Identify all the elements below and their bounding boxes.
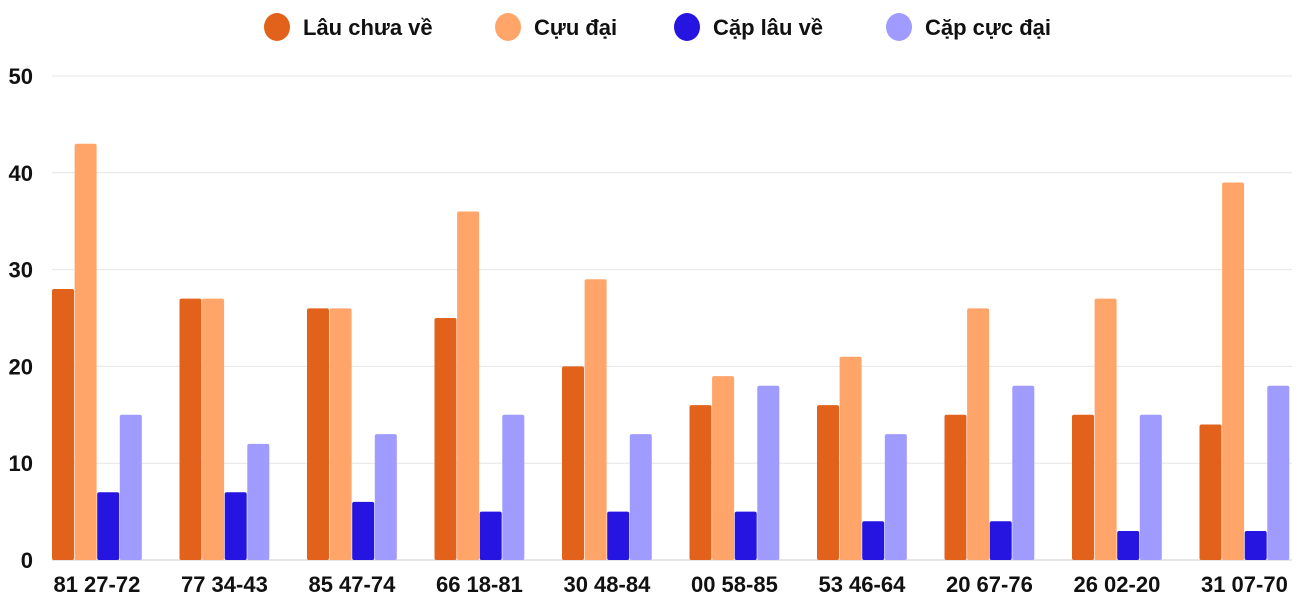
legend-swatch <box>674 13 700 41</box>
bar-lâu-chưa-về <box>434 318 457 560</box>
x-tick-label: 31 07-70 <box>1201 572 1288 597</box>
bar-lâu-chưa-về <box>817 405 839 560</box>
bar-cựu-đại <box>967 308 990 560</box>
y-tick-label: 20 <box>9 354 33 379</box>
bar-cặp-cực-đại <box>502 414 525 560</box>
bar-cựu-đại <box>1094 298 1117 560</box>
legend-label: Lâu chưa về <box>303 15 433 40</box>
x-tick-label: 77 34-43 <box>181 572 268 597</box>
bar-lâu-chưa-về <box>179 298 202 560</box>
x-axis: 81 27-72 77 34-43 85 47-74 66 18-81 30 48-84… <box>53 572 1287 597</box>
bar-cặp-cực-đại <box>884 434 907 560</box>
bar-cặp-cực-đại <box>1012 385 1035 560</box>
legend-item[interactable]: Cựu đại <box>495 13 617 41</box>
bar-cựu-đại <box>712 376 735 560</box>
bar-cựu-đại <box>1222 182 1245 561</box>
legend-item[interactable]: Lâu chưa về <box>264 13 433 41</box>
bar-lâu-chưa-về <box>1199 424 1222 560</box>
x-tick-label: 81 27-72 <box>53 572 140 597</box>
bar-cựu-đại <box>584 279 607 560</box>
bar-cặp-lâu-về <box>352 501 375 560</box>
x-tick-label: 00 58-85 <box>691 572 778 597</box>
y-tick-label: 40 <box>9 161 33 186</box>
bar-cặp-lâu-về <box>989 521 1012 560</box>
legend-item[interactable]: Cặp cực đại <box>886 13 1051 41</box>
y-tick-label: 0 <box>21 548 33 573</box>
bar-cặp-lâu-về <box>97 492 120 560</box>
x-tick-label: 26 02-20 <box>1073 572 1160 597</box>
bar-cặp-lâu-về <box>1117 530 1140 560</box>
bar-cặp-cực-đại <box>629 434 652 560</box>
legend: Lâu chưa về Cựu đại Cặp lâu về Cặp cực đại <box>264 13 1051 41</box>
bar-lâu-chưa-về <box>307 308 329 560</box>
bar-cặp-cực-đại <box>247 443 270 560</box>
bar-lâu-chưa-về <box>562 366 584 560</box>
legend-label: Cặp lâu về <box>713 15 823 40</box>
legend-swatch <box>264 13 290 41</box>
y-tick-label: 30 <box>9 258 33 283</box>
y-axis: 0 10 20 30 40 50 <box>9 64 33 573</box>
x-tick-label: 20 67-76 <box>946 572 1033 597</box>
bar-cựu-đại <box>457 211 480 560</box>
y-tick-label: 50 <box>9 64 33 89</box>
bar-cựu-đại <box>329 308 352 560</box>
bar-cặp-cực-đại <box>1139 414 1162 560</box>
legend-label: Cặp cực đại <box>925 15 1051 40</box>
bar-cặp-cực-đại <box>374 434 397 560</box>
bar-cựu-đại <box>839 356 862 560</box>
bar-lâu-chưa-về <box>944 414 967 560</box>
bar-cặp-lâu-về <box>734 511 757 560</box>
bar-cặp-lâu-về <box>607 511 630 560</box>
bar-cặp-lâu-về <box>862 521 885 560</box>
legend-item[interactable]: Cặp lâu về <box>674 13 823 41</box>
bar-cặp-cực-đại <box>757 385 780 560</box>
y-tick-label: 10 <box>9 451 33 476</box>
legend-label: Cựu đại <box>534 15 617 40</box>
bar-lâu-chưa-về <box>689 405 712 560</box>
bar-cặp-lâu-về <box>224 492 247 560</box>
x-tick-label: 85 47-74 <box>308 572 396 597</box>
bar-cặp-lâu-về <box>1244 530 1267 560</box>
bars <box>52 143 1290 561</box>
bar-cặp-cực-đại <box>1267 385 1290 560</box>
x-tick-label: 53 46-64 <box>818 572 906 597</box>
x-tick-label: 66 18-81 <box>436 572 523 597</box>
x-tick-label: 30 48-84 <box>563 572 651 597</box>
legend-swatch <box>495 13 521 41</box>
bar-cặp-lâu-về <box>479 511 502 560</box>
bar-lâu-chưa-về <box>1072 414 1094 560</box>
bar-lâu-chưa-về <box>52 288 74 560</box>
bar-cựu-đại <box>74 143 97 560</box>
legend-swatch <box>886 13 912 41</box>
bar-cặp-cực-đại <box>119 414 142 560</box>
bar-cựu-đại <box>202 298 225 560</box>
